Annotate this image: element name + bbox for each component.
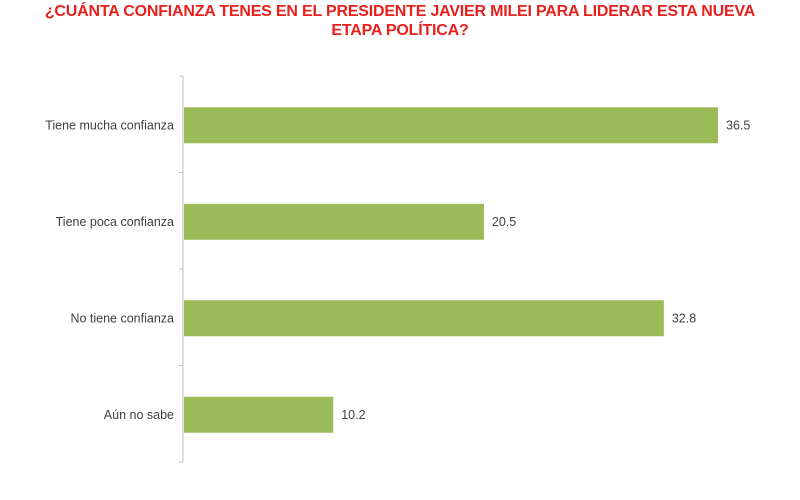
chart-title: ¿CUÁNTA CONFIANZA TENES EN EL PRESIDENTE… [44, 3, 756, 39]
data-label: 32.8 [672, 311, 696, 325]
bar [184, 300, 664, 337]
category-label: Tiene mucha confianza [45, 118, 174, 132]
bar [184, 396, 334, 433]
category-label: Aún no sabe [104, 408, 174, 422]
bar [184, 203, 484, 240]
category-label: No tiene confianza [70, 311, 174, 325]
data-label: 20.5 [492, 215, 516, 229]
bar [184, 107, 718, 144]
data-label: 10.2 [341, 408, 365, 422]
data-label: 36.5 [726, 118, 750, 132]
category-label: Tiene poca confianza [56, 215, 174, 229]
